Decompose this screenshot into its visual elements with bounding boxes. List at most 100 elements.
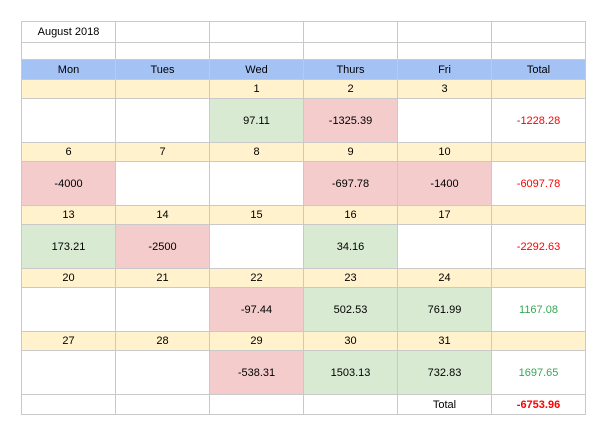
empty-cell[interactable] (491, 21, 586, 43)
day-header-tues[interactable]: Tues (115, 59, 210, 80)
date-cell[interactable]: 13 (21, 205, 116, 225)
value-cell[interactable]: -1400 (397, 161, 492, 206)
empty-cell[interactable] (397, 42, 492, 60)
value-cell[interactable]: -97.44 (209, 287, 304, 332)
date-cell[interactable]: 17 (397, 205, 492, 225)
date-cell[interactable]: 24 (397, 268, 492, 288)
value-cell[interactable]: 761.99 (397, 287, 492, 332)
week-4-date-row: 20 21 22 23 24 (21, 268, 586, 288)
week-3-date-row: 13 14 15 16 17 (21, 205, 586, 225)
empty-cell[interactable] (209, 42, 304, 60)
value-cell[interactable] (397, 224, 492, 269)
date-cell[interactable] (115, 79, 210, 99)
date-cell[interactable]: 31 (397, 331, 492, 351)
date-cell[interactable]: 9 (303, 142, 398, 162)
value-cell[interactable] (115, 350, 210, 395)
value-cell[interactable] (21, 98, 116, 143)
date-cell[interactable]: 2 (303, 79, 398, 99)
value-cell[interactable] (115, 161, 210, 206)
day-header-wed[interactable]: Wed (209, 59, 304, 80)
date-cell[interactable]: 29 (209, 331, 304, 351)
value-cell[interactable]: 97.11 (209, 98, 304, 143)
date-cell[interactable]: 30 (303, 331, 398, 351)
value-cell[interactable] (397, 98, 492, 143)
value-cell[interactable] (21, 350, 116, 395)
date-cell[interactable] (491, 331, 586, 351)
calendar-table: August 2018 Mon Tues Wed Thurs Fri Total (21, 21, 586, 415)
week-2-value-row: -4000 -697.78 -1400 -6097.78 (21, 161, 586, 206)
value-cell[interactable] (115, 98, 210, 143)
date-cell[interactable]: 6 (21, 142, 116, 162)
empty-cell[interactable] (21, 42, 116, 60)
value-cell[interactable]: 34.16 (303, 224, 398, 269)
empty-cell[interactable] (303, 394, 398, 415)
day-header-fri[interactable]: Fri (397, 59, 492, 80)
date-cell[interactable]: 15 (209, 205, 304, 225)
date-cell[interactable] (491, 142, 586, 162)
week-3-value-row: 173.21 -2500 34.16 -2292.63 (21, 224, 586, 269)
empty-cell[interactable] (21, 394, 116, 415)
empty-cell[interactable] (115, 394, 210, 415)
day-header-mon[interactable]: Mon (21, 59, 116, 80)
week-1-value-row: 97.11 -1325.39 -1228.28 (21, 98, 586, 143)
title-row: August 2018 (21, 21, 586, 43)
date-cell[interactable]: 21 (115, 268, 210, 288)
empty-cell[interactable] (303, 21, 398, 43)
value-cell[interactable] (21, 287, 116, 332)
value-cell[interactable]: -697.78 (303, 161, 398, 206)
grand-total-cell[interactable]: -6753.96 (491, 394, 586, 415)
value-cell[interactable]: 502.53 (303, 287, 398, 332)
week-4-value-row: -97.44 502.53 761.99 1167.08 (21, 287, 586, 332)
value-cell[interactable]: -538.31 (209, 350, 304, 395)
day-header-thurs[interactable]: Thurs (303, 59, 398, 80)
date-cell[interactable]: 14 (115, 205, 210, 225)
value-cell[interactable]: 1503.13 (303, 350, 398, 395)
week-2-date-row: 6 7 8 9 10 (21, 142, 586, 162)
value-cell[interactable] (209, 161, 304, 206)
value-cell[interactable]: -2500 (115, 224, 210, 269)
date-cell[interactable]: 22 (209, 268, 304, 288)
empty-cell[interactable] (209, 21, 304, 43)
date-cell[interactable]: 7 (115, 142, 210, 162)
value-cell[interactable] (115, 287, 210, 332)
week-1-date-row: 1 2 3 (21, 79, 586, 99)
date-cell[interactable]: 20 (21, 268, 116, 288)
week-total-cell[interactable]: 1167.08 (491, 287, 586, 332)
spacer-row (21, 42, 586, 60)
week-total-cell[interactable]: -1228.28 (491, 98, 586, 143)
value-cell[interactable]: -1325.39 (303, 98, 398, 143)
empty-cell[interactable] (115, 42, 210, 60)
grand-total-row: Total -6753.96 (21, 394, 586, 415)
week-total-cell[interactable]: -2292.63 (491, 224, 586, 269)
empty-cell[interactable] (303, 42, 398, 60)
empty-cell[interactable] (491, 42, 586, 60)
date-cell[interactable]: 8 (209, 142, 304, 162)
week-total-cell[interactable]: 1697.65 (491, 350, 586, 395)
week-5-value-row: -538.31 1503.13 732.83 1697.65 (21, 350, 586, 395)
date-cell[interactable]: 3 (397, 79, 492, 99)
value-cell[interactable] (209, 224, 304, 269)
week-5-date-row: 27 28 29 30 31 (21, 331, 586, 351)
date-cell[interactable]: 10 (397, 142, 492, 162)
date-cell[interactable] (21, 79, 116, 99)
date-cell[interactable] (491, 205, 586, 225)
day-header-row: Mon Tues Wed Thurs Fri Total (21, 59, 586, 80)
empty-cell[interactable] (115, 21, 210, 43)
date-cell[interactable] (491, 268, 586, 288)
value-cell[interactable]: 173.21 (21, 224, 116, 269)
date-cell[interactable]: 27 (21, 331, 116, 351)
value-cell[interactable]: -4000 (21, 161, 116, 206)
date-cell[interactable]: 16 (303, 205, 398, 225)
date-cell[interactable]: 23 (303, 268, 398, 288)
total-label-cell[interactable]: Total (397, 394, 492, 415)
date-cell[interactable]: 28 (115, 331, 210, 351)
empty-cell[interactable] (209, 394, 304, 415)
value-cell[interactable]: 732.83 (397, 350, 492, 395)
date-cell[interactable]: 1 (209, 79, 304, 99)
month-title-cell[interactable]: August 2018 (21, 21, 116, 43)
spreadsheet-area: August 2018 Mon Tues Wed Thurs Fri Total (21, 21, 586, 415)
week-total-cell[interactable]: -6097.78 (491, 161, 586, 206)
empty-cell[interactable] (397, 21, 492, 43)
date-cell[interactable] (491, 79, 586, 99)
day-header-total[interactable]: Total (491, 59, 586, 80)
